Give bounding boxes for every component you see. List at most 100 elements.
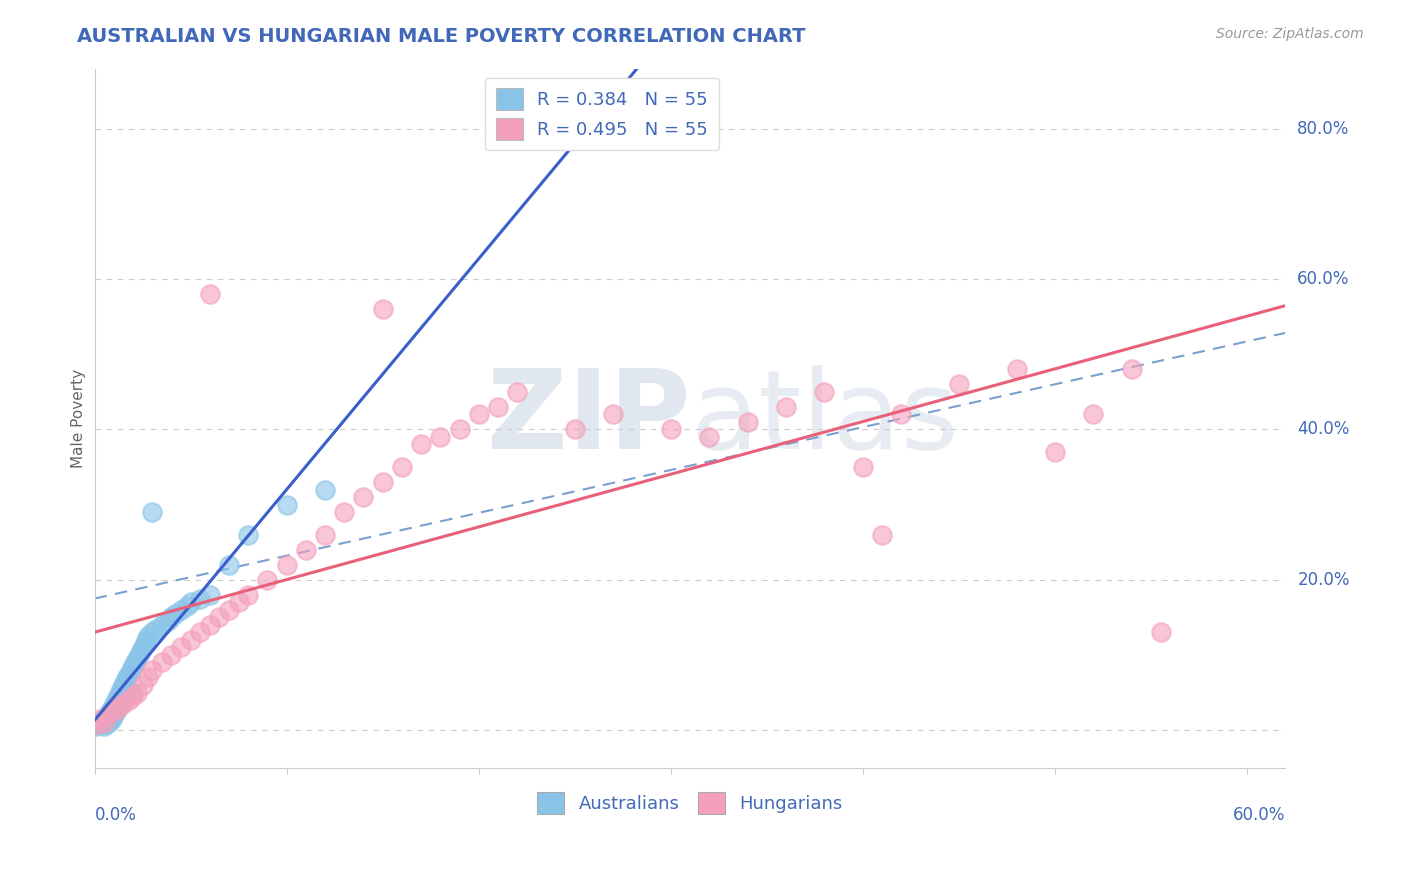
Point (103, 697, 125, 711)
Point (118, 693, 141, 707)
Point (138, 671, 160, 685)
Point (295, 542, 318, 557)
Point (697, 430, 720, 444)
Point (156, 614, 179, 628)
Point (150, 656, 173, 670)
Point (101, 700, 124, 714)
Point (180, 632, 202, 647)
Point (86, 719, 108, 733)
Point (1005, 362, 1028, 376)
Point (101, 712, 124, 726)
Point (141, 663, 163, 677)
Point (107, 700, 129, 714)
Point (104, 704, 127, 718)
Point (145, 622, 167, 636)
Point (852, 460, 875, 475)
Text: ZIP: ZIP (486, 365, 690, 472)
Point (134, 637, 156, 651)
Point (108, 685, 131, 699)
Point (208, 610, 231, 624)
Text: 40.0%: 40.0% (1298, 420, 1350, 438)
Point (1149, 625, 1171, 640)
Point (107, 690, 129, 704)
Text: 60.0%: 60.0% (1233, 806, 1285, 824)
Point (122, 685, 145, 699)
Text: 60.0%: 60.0% (1298, 270, 1350, 288)
Point (429, 430, 451, 444)
Point (128, 648, 150, 662)
Point (112, 697, 135, 711)
Point (1121, 362, 1143, 376)
Point (108, 697, 131, 711)
Point (87, 715, 110, 730)
Point (94, 717, 117, 731)
Point (98, 704, 121, 718)
Point (170, 640, 193, 655)
Point (165, 607, 187, 621)
Point (98, 714, 121, 728)
Point (103, 704, 125, 718)
Point (89, 717, 111, 731)
Point (180, 595, 202, 609)
Point (93, 719, 115, 733)
Point (256, 573, 278, 587)
Point (870, 527, 893, 541)
Text: Source: ZipAtlas.com: Source: ZipAtlas.com (1216, 27, 1364, 41)
Point (238, 588, 260, 602)
Point (107, 700, 129, 714)
Point (467, 408, 489, 422)
Point (1043, 445, 1066, 459)
Point (122, 659, 145, 673)
Point (91, 714, 114, 728)
Point (89, 712, 111, 726)
Point (737, 415, 759, 429)
Point (129, 644, 152, 658)
Point (948, 377, 970, 392)
Point (110, 681, 132, 696)
Point (890, 408, 912, 422)
Point (371, 475, 394, 489)
Point (198, 588, 221, 602)
Point (97, 715, 120, 730)
Point (659, 422, 682, 436)
Point (602, 408, 624, 422)
Point (97, 708, 120, 723)
Point (314, 483, 336, 497)
Point (775, 400, 797, 414)
Point (138, 629, 160, 643)
Point (141, 505, 163, 519)
Point (486, 400, 509, 414)
Point (135, 632, 157, 647)
Point (276, 558, 298, 572)
Point (170, 603, 193, 617)
Text: 20.0%: 20.0% (1298, 571, 1350, 589)
Legend: Australians, Hungarians: Australians, Hungarians (530, 785, 849, 822)
Point (141, 625, 163, 640)
Point (1083, 408, 1105, 422)
Point (125, 651, 148, 665)
Point (198, 287, 221, 301)
Point (94, 709, 117, 723)
Point (449, 422, 471, 436)
Point (160, 610, 183, 624)
Point (198, 618, 221, 632)
Point (160, 648, 183, 662)
Point (813, 384, 835, 399)
Text: 0.0%: 0.0% (94, 806, 136, 824)
Point (131, 678, 153, 692)
Point (333, 505, 356, 519)
Point (238, 527, 260, 541)
Point (188, 625, 211, 640)
Point (564, 422, 586, 436)
Point (409, 437, 432, 451)
Point (391, 460, 413, 475)
Point (176, 599, 198, 613)
Point (112, 678, 135, 692)
Point (125, 685, 148, 699)
Point (314, 527, 336, 541)
Point (86, 717, 108, 731)
Point (218, 603, 240, 617)
Point (112, 693, 135, 707)
Point (150, 618, 173, 632)
Point (218, 558, 240, 572)
